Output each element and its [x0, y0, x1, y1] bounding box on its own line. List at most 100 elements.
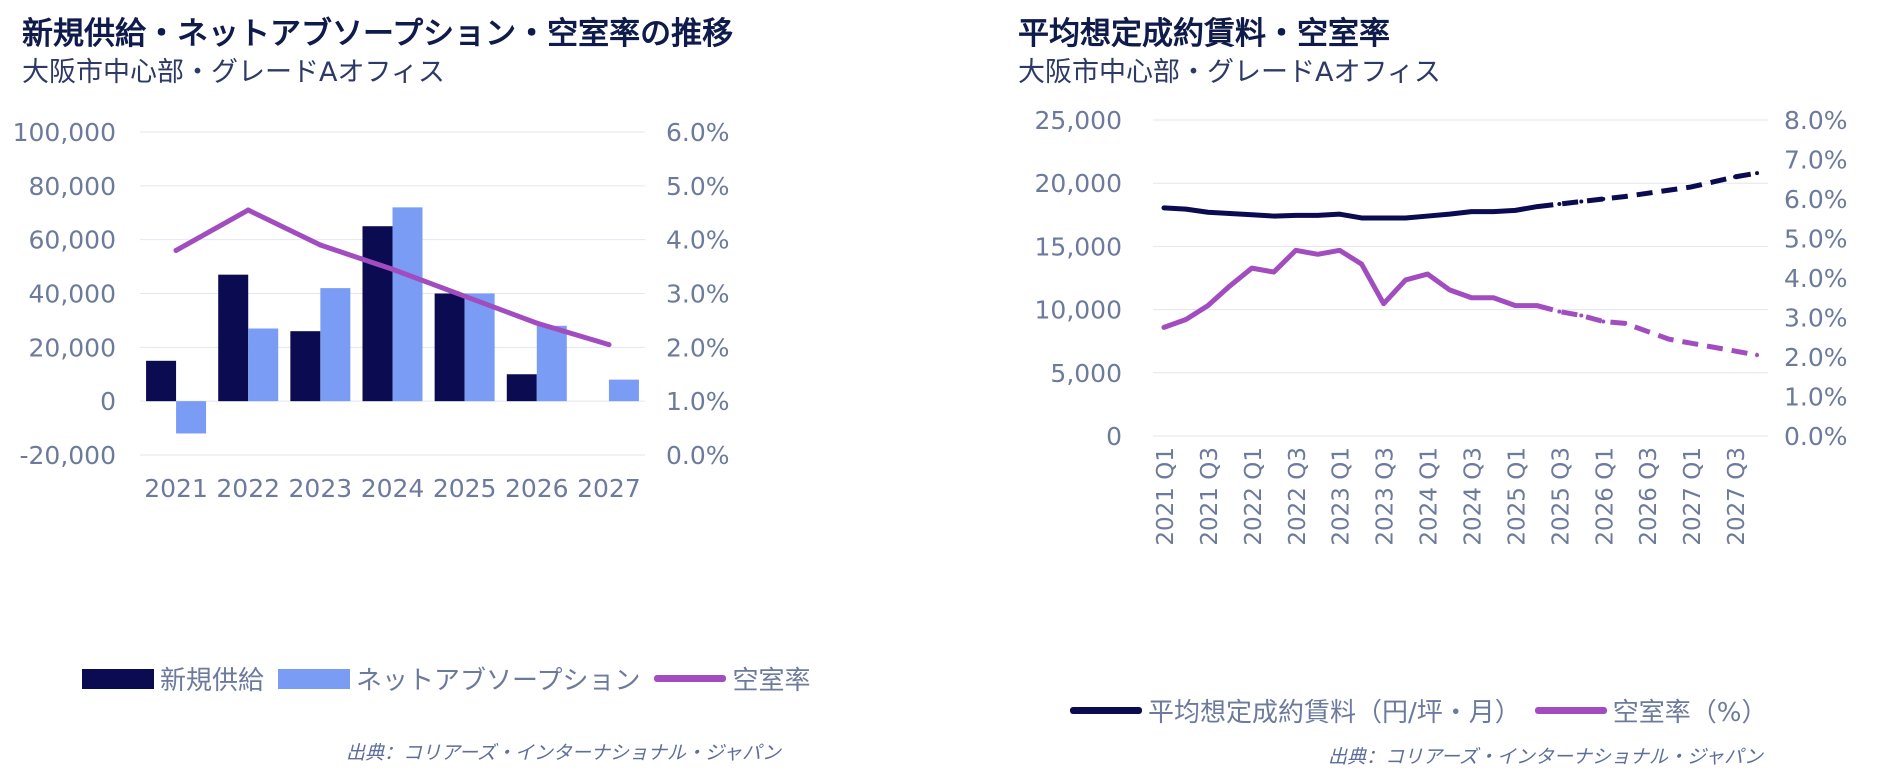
right-point-s0-0 [1161, 205, 1166, 210]
right-point-s1-26 [1733, 349, 1738, 354]
right-point-s1-15 [1491, 295, 1496, 300]
left-bar-s1-2 [320, 288, 351, 402]
right-point-s1-8 [1337, 248, 1342, 253]
right-y-tick-1: 5,000 [1050, 359, 1122, 388]
left-chart-legend: 新規供給 ネットアブソープション 空室率 [82, 660, 824, 697]
right-point-s0-18 [1557, 202, 1562, 207]
left-y2-tick-4: 4.0% [666, 226, 730, 255]
left-y-tick-3: 40,000 [29, 280, 116, 309]
right-point-s1-9 [1359, 262, 1364, 267]
left-chart-subtitle: 大阪市中心部・グレードAオフィス [22, 57, 445, 88]
left-line-point-6 [606, 342, 612, 348]
right-point-s1-13 [1447, 287, 1452, 292]
left-x-tick-0: 2021 [144, 474, 208, 503]
right-y2-tick-0: 0.0% [1784, 422, 1848, 451]
left-chart-panel: 新規供給・ネットアブソープション・空室率の推移 大阪市中心部・グレードAオフィス… [13, 16, 824, 764]
right-point-s0-5 [1271, 214, 1276, 219]
right-line-s0-actual [1161, 204, 1540, 221]
left-chart-source: 出典：コリアーズ・インターナショナル・ジャパン [346, 742, 781, 764]
right-x-tick-7: 2024 Q3 [1460, 447, 1486, 546]
right-x-tick-4: 2023 Q1 [1329, 447, 1355, 546]
left-line-point-4 [462, 293, 468, 299]
right-point-s0-14 [1469, 209, 1474, 214]
right-point-s1-22 [1645, 329, 1650, 334]
right-x-tick-8: 2025 Q1 [1504, 447, 1530, 546]
left-bar-s0-0 [146, 360, 177, 402]
left-line-point-1 [245, 207, 251, 213]
right-y2-tick-8: 8.0% [1784, 106, 1848, 135]
right-y-tick-2: 10,000 [1035, 296, 1122, 325]
left-y-tick-1: 0 [100, 387, 116, 416]
right-legend-item-1: 空室率（%） [1534, 692, 1767, 729]
right-point-s1-12 [1425, 272, 1430, 277]
left-x-tick-6: 2027 [577, 474, 641, 503]
right-point-s1-6 [1293, 248, 1298, 253]
left-bar-s1-4 [464, 293, 495, 402]
right-point-s1-16 [1513, 303, 1518, 308]
right-point-s0-27 [1755, 171, 1760, 176]
right-point-s1-19 [1579, 313, 1584, 318]
right-x-tick-9: 2025 Q3 [1548, 447, 1574, 546]
right-point-s0-21 [1623, 194, 1628, 199]
left-bar-s1-0 [176, 401, 207, 434]
left-legend-label-0: 新規供給 [160, 666, 265, 696]
right-x-tick-10: 2026 Q1 [1592, 447, 1618, 546]
right-y2-tick-4: 4.0% [1784, 264, 1848, 293]
right-point-s1-21 [1623, 321, 1628, 326]
right-point-s1-24 [1689, 341, 1694, 346]
left-bar-s0-3 [362, 226, 393, 402]
right-legend-label-0: 平均想定成約賃料（円/坪・月） [1148, 698, 1521, 728]
right-point-s1-20 [1601, 319, 1606, 324]
left-x-tick-4: 2025 [433, 474, 497, 503]
left-legend-item-2: 空室率 [654, 660, 810, 697]
right-point-s1-17 [1535, 303, 1540, 308]
right-y2-tick-6: 6.0% [1784, 185, 1848, 214]
right-point-s0-1 [1183, 207, 1188, 212]
right-chart-legend: 平均想定成約賃料（円/坪・月） 空室率（%） [1070, 692, 1781, 729]
right-point-s1-5 [1271, 270, 1276, 275]
left-y2-tick-6: 6.0% [666, 118, 730, 147]
right-x-tick-0: 2021 Q1 [1153, 447, 1179, 546]
right-point-s1-18 [1557, 309, 1562, 314]
left-legend-item-0: 新規供給 [82, 660, 264, 697]
right-x-tick-11: 2026 Q3 [1636, 447, 1662, 546]
right-point-s1-3 [1227, 283, 1232, 288]
right-point-s0-9 [1359, 215, 1364, 220]
left-legend-swatch-1 [278, 668, 351, 689]
left-y2-tick-0: 0.0% [666, 441, 730, 470]
right-point-s0-6 [1293, 213, 1298, 218]
right-chart-subtitle: 大阪市中心部・グレードAオフィス [1018, 57, 1441, 88]
left-legend-label-2: 空室率 [732, 666, 811, 696]
right-x-tick-12: 2027 Q1 [1680, 447, 1706, 546]
left-line-point-5 [534, 320, 540, 326]
left-y-tick-4: 60,000 [29, 226, 116, 255]
left-x-tick-5: 2026 [505, 474, 569, 503]
right-y-tick-4: 20,000 [1035, 169, 1122, 198]
right-point-s1-0 [1161, 325, 1166, 330]
left-y2-tick-5: 5.0% [666, 172, 730, 201]
left-y2-tick-3: 3.0% [666, 280, 730, 309]
right-x-tick-5: 2023 Q3 [1373, 447, 1399, 546]
right-point-s0-20 [1601, 197, 1606, 201]
right-chart-title: 平均想定成約賃料・空室率 [1018, 16, 1390, 52]
right-legend-swatch-0 [1070, 707, 1142, 714]
right-x-tick-2: 2022 Q1 [1241, 447, 1267, 546]
right-point-s0-15 [1491, 209, 1496, 214]
right-point-s0-22 [1645, 191, 1650, 196]
left-y2-tick-1: 1.0% [666, 387, 730, 416]
left-chart-plot: -20,000 0 20,000 40,000 60,000 80,000 100,000 0… [13, 118, 730, 503]
left-bar-s0-1 [218, 274, 249, 402]
right-y2-tick-7: 7.0% [1784, 146, 1848, 175]
right-point-s0-24 [1689, 184, 1694, 189]
right-point-s0-17 [1535, 204, 1540, 209]
right-legend-swatch-1 [1534, 707, 1607, 714]
left-bar-s0-5 [506, 374, 537, 402]
left-bar-s0-4 [434, 293, 465, 402]
left-y-tick-6: 100,000 [13, 118, 116, 147]
right-x-tick-6: 2024 Q1 [1417, 447, 1443, 546]
right-point-s0-2 [1205, 210, 1210, 215]
right-point-s0-10 [1381, 215, 1386, 220]
left-y2-tick-2: 2.0% [666, 333, 730, 362]
left-legend-swatch-2 [654, 675, 727, 682]
left-x-tick-3: 2024 [361, 474, 425, 503]
